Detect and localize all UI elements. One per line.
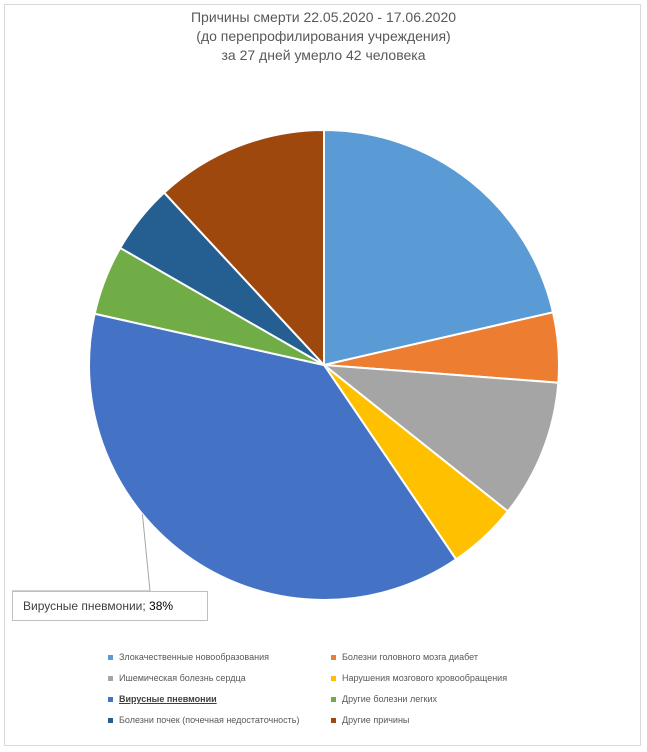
- legend-label: Вирусные пневмонии: [119, 694, 217, 704]
- pie-slice-2: [320, 363, 560, 513]
- legend-item: Другие причины: [331, 715, 409, 725]
- legend-swatch: [331, 717, 336, 723]
- data-label-separator: ;: [142, 599, 150, 613]
- data-label-callout: Вирусные пневмонии; 38%: [12, 591, 208, 621]
- legend-item: Болезни почек (почечная недостаточность): [108, 715, 300, 725]
- legend-swatch: [108, 654, 113, 660]
- legend-label: Злокачественные новообразования: [119, 652, 269, 662]
- legend-item: Другие болезни легких: [331, 694, 437, 704]
- legend-item: Нарушения мозгового кровообращения: [331, 673, 507, 683]
- pie-slices: [88, 128, 560, 601]
- data-label-category: Вирусные пневмонии: [23, 599, 143, 613]
- legend-swatch: [108, 675, 113, 681]
- chart-title: Причины смерти 22.05.2020 - 17.06.2020 (…: [0, 8, 647, 65]
- legend-swatch: [108, 696, 113, 702]
- pie-slice-0: [323, 128, 555, 367]
- legend-item: Вирусные пневмонии: [108, 694, 217, 704]
- legend-item: Злокачественные новообразования: [108, 652, 269, 662]
- legend-label: Нарушения мозгового кровообращения: [342, 673, 508, 683]
- legend-item: Ишемическая болезнь сердца: [108, 673, 246, 683]
- pie-slice-4: [88, 312, 458, 601]
- chart-title-line-3: за 27 дней умерло 42 человека: [221, 47, 426, 63]
- legend-label: Болезни почек (почечная недостаточность): [119, 715, 300, 725]
- data-label-leader-line: [12, 514, 151, 592]
- legend-label: Ишемическая болезнь сердца: [119, 673, 246, 683]
- chart-title-line-1: Причины смерти 22.05.2020 - 17.06.2020: [190, 9, 457, 25]
- legend-swatch: [331, 675, 336, 681]
- legend-label: Болезни головного мозга диабет: [342, 652, 478, 662]
- legend-label: Другие причины: [342, 715, 410, 725]
- legend-swatch: [331, 696, 336, 702]
- legend-label: Другие болезни легких: [342, 694, 437, 704]
- legend-swatch: [108, 717, 113, 723]
- data-label-value: 38%: [149, 599, 174, 613]
- chart-title-line-2: (до перепрофилирования учреждения): [196, 28, 451, 44]
- legend-swatch: [331, 654, 336, 660]
- legend-item: Болезни головного мозга диабет: [331, 652, 478, 662]
- pie-slice-7: [162, 128, 325, 368]
